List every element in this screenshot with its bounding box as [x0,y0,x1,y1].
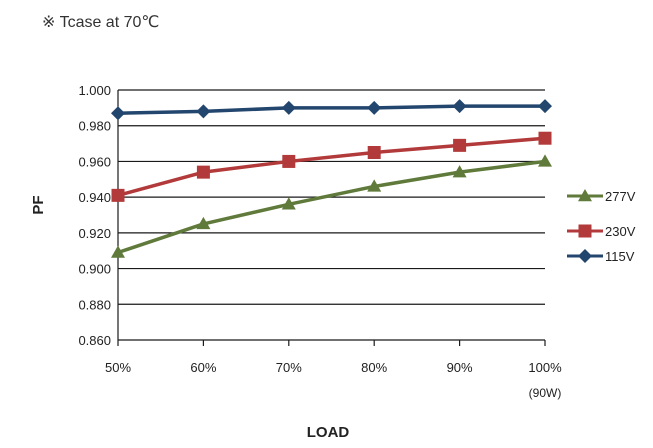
data-point [111,188,125,202]
series-line [117,104,545,115]
data-point [111,245,125,258]
data-point [538,131,552,145]
legend-marker [578,249,592,263]
series-115v [111,99,552,121]
data-point [196,165,210,179]
data-point [538,99,552,114]
y-axis-label: PF [30,195,47,214]
data-point [367,179,382,192]
axes: 0.860 0.880 0.900 0.920 0.940 0.960 0.980 1.000… [78,83,562,400]
data-point [281,100,296,115]
data-point [281,197,296,210]
y-tick-label: 0.980 [78,119,111,134]
y-tick-label: 1.000 [78,83,111,98]
x-tick-label: 80% [361,360,387,375]
data-point [196,104,211,119]
series-277v [111,154,552,258]
series-line [117,136,546,198]
data-point [282,154,296,168]
x-tick-sublabel: (90W) [529,386,562,400]
series-lines [111,99,552,258]
series-230v [111,131,552,202]
legend-item: 277V [567,189,636,204]
x-tick-label: 100% [528,360,562,375]
series-line [117,159,546,255]
data-point [452,99,467,114]
y-tick-label: 0.900 [78,262,111,277]
y-tick-label: 0.860 [78,333,111,348]
data-point [452,165,467,178]
legend-marker [578,224,592,238]
legend: 277V 230V 115V [567,189,636,264]
y-tick-label: 0.960 [78,154,111,169]
x-tick-label: 60% [190,360,216,375]
legend-label: 115V [605,249,635,264]
y-tick-label: 0.880 [78,297,111,312]
x-tick-label: 90% [447,360,473,375]
legend-item: 230V [567,224,636,239]
chart-note: ※ Tcase at 70℃ [42,14,159,31]
x-tick-label: 50% [105,360,131,375]
x-axis-label: LOAD [307,424,350,441]
data-point [367,100,382,115]
legend-label: 277V [605,189,636,204]
legend-marker [578,189,592,202]
data-point [538,154,552,167]
gridlines [118,89,545,341]
y-tick-label: 0.940 [78,190,111,205]
data-point [453,138,467,152]
data-point [111,106,125,121]
data-point [367,146,381,159]
x-tick-label: 70% [276,360,302,375]
y-tick-label: 0.920 [78,226,111,241]
data-point [196,216,211,230]
legend-item: 115V [567,249,635,264]
legend-label: 230V [605,224,636,239]
